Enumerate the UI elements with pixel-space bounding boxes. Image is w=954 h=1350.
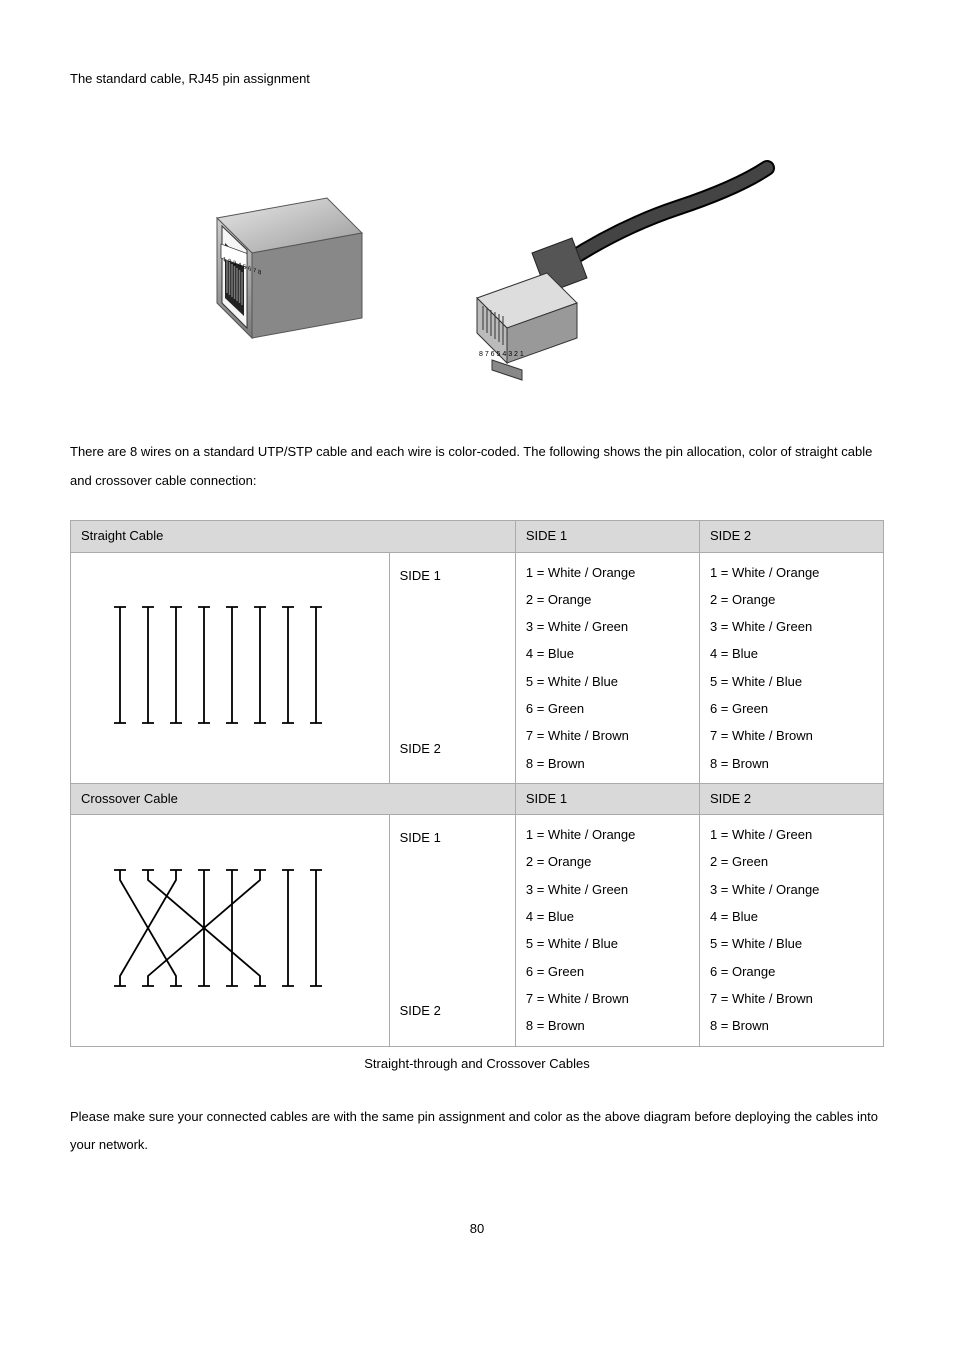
pin-row: 4 = Blue xyxy=(526,640,689,667)
description-paragraph: There are 8 wires on a standard UTP/STP … xyxy=(70,438,884,495)
pin-row: 2 = Orange xyxy=(526,848,689,875)
pin-row: 4 = Blue xyxy=(710,903,873,930)
straight-side2-pins: 1 = White / Orange 2 = Orange 3 = White … xyxy=(699,552,883,783)
pin-row: 1 = White / Green xyxy=(710,821,873,848)
table-caption: Straight-through and Crossover Cables xyxy=(70,1055,884,1073)
pin-row: 3 = White / Green xyxy=(526,613,689,640)
crossover-side1-header: SIDE 1 xyxy=(515,783,699,814)
crossover-side1-label: SIDE 1 xyxy=(400,829,505,847)
crossover-cable-header: Crossover Cable xyxy=(71,783,516,814)
crossover-side2-header: SIDE 2 xyxy=(699,783,883,814)
crossover-side2-pins: 1 = White / Green 2 = Green 3 = White / … xyxy=(699,815,883,1046)
pin-row: 2 = Green xyxy=(710,848,873,875)
crossover-diagram-cell xyxy=(71,815,390,1046)
pin-row: 1 = White / Orange xyxy=(710,559,873,586)
pin-row: 3 = White / Green xyxy=(526,876,689,903)
straight-diagram-cell xyxy=(71,552,390,783)
pin-row: 5 = White / Blue xyxy=(710,668,873,695)
pin-row: 6 = Green xyxy=(710,695,873,722)
pin-row: 4 = Blue xyxy=(710,640,873,667)
pin-row: 5 = White / Blue xyxy=(526,930,689,957)
straight-side2-header: SIDE 2 xyxy=(699,521,883,552)
straight-side1-label: SIDE 1 xyxy=(400,567,505,585)
pin-row: 6 = Orange xyxy=(710,958,873,985)
cable-pinout-table: Straight Cable SIDE 1 SIDE 2 SIDE 1 SIDE… xyxy=(70,520,884,1046)
pin-row: 3 = White / Orange xyxy=(710,876,873,903)
pin-row: 6 = Green xyxy=(526,958,689,985)
page-number: 80 xyxy=(70,1220,884,1238)
crossover-wire-diagram xyxy=(100,858,360,998)
intro-text: The standard cable, RJ45 pin assignment xyxy=(70,70,884,88)
pin-row: 1 = White / Orange xyxy=(526,821,689,848)
pin-row: 2 = Orange xyxy=(710,586,873,613)
pin-row: 4 = Blue xyxy=(526,903,689,930)
pin-row: 7 = White / Brown xyxy=(710,722,873,749)
crossover-side2-label: SIDE 2 xyxy=(400,1002,505,1020)
pin-row: 8 = Brown xyxy=(710,750,873,777)
pin-row: 8 = Brown xyxy=(526,750,689,777)
pin-row: 5 = White / Blue xyxy=(526,668,689,695)
plug-pin-numbers: 8 7 6 5 4 3 2 1 xyxy=(479,351,524,358)
crossover-side1-pins: 1 = White / Orange 2 = Orange 3 = White … xyxy=(515,815,699,1046)
pin-row: 1 = White / Orange xyxy=(526,559,689,586)
pin-row: 7 = White / Brown xyxy=(526,722,689,749)
rj45-plug-illustration: 8 7 6 5 4 3 2 1 xyxy=(437,138,777,388)
straight-side2-label: SIDE 2 xyxy=(400,740,505,758)
straight-side1-header: SIDE 1 xyxy=(515,521,699,552)
pin-row: 8 = Brown xyxy=(526,1012,689,1039)
connector-figures: 1 2 3 4 5 6 7 8 xyxy=(70,108,884,388)
straight-wire-diagram xyxy=(100,595,360,735)
rj45-jack-illustration: 1 2 3 4 5 6 7 8 xyxy=(177,188,377,388)
crossover-side-labels: SIDE 1 SIDE 2 xyxy=(389,815,515,1046)
pin-row: 6 = Green xyxy=(526,695,689,722)
pin-row: 5 = White / Blue xyxy=(710,930,873,957)
straight-side-labels: SIDE 1 SIDE 2 xyxy=(389,552,515,783)
pin-row: 7 = White / Brown xyxy=(710,985,873,1012)
straight-cable-header: Straight Cable xyxy=(71,521,516,552)
pin-row: 7 = White / Brown xyxy=(526,985,689,1012)
pin-row: 8 = Brown xyxy=(710,1012,873,1039)
pin-row: 2 = Orange xyxy=(526,586,689,613)
pin-row: 3 = White / Green xyxy=(710,613,873,640)
closing-paragraph: Please make sure your connected cables a… xyxy=(70,1103,884,1160)
straight-side1-pins: 1 = White / Orange 2 = Orange 3 = White … xyxy=(515,552,699,783)
